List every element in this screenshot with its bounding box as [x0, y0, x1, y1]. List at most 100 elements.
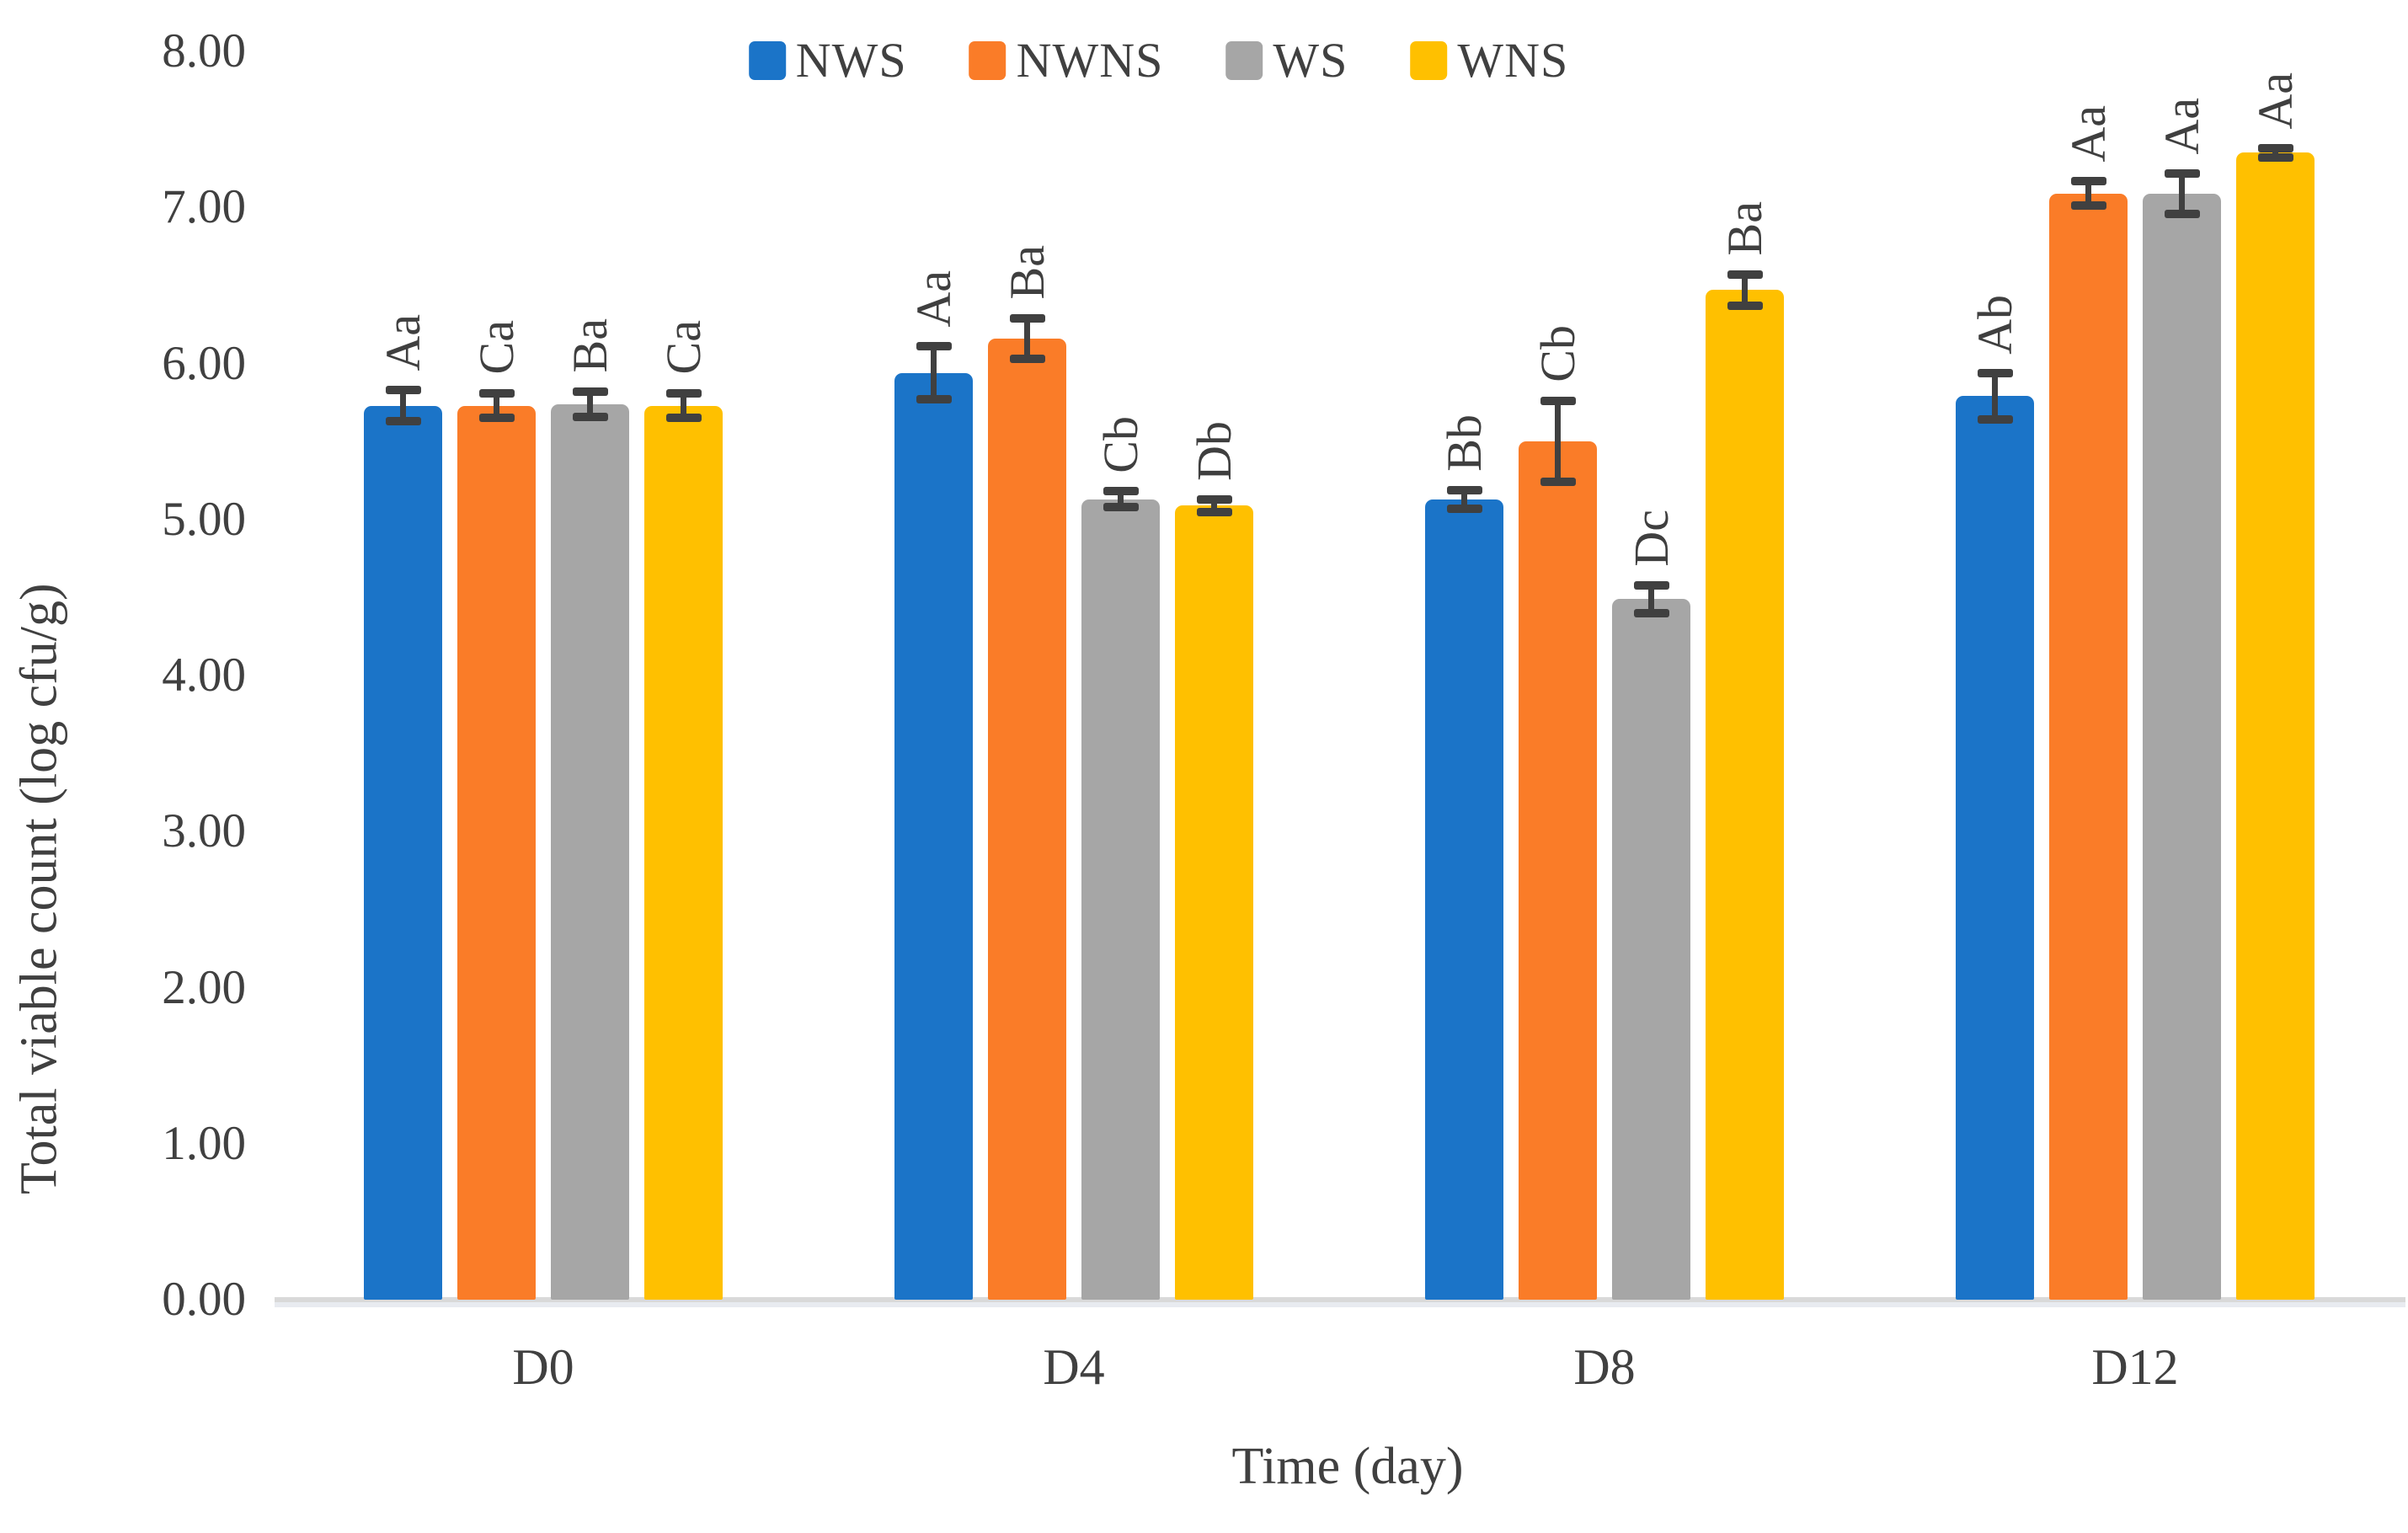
bar-WS-D4: [1081, 499, 1160, 1300]
error-bar-stem: [400, 390, 406, 422]
error-bar-cap: [1196, 507, 1232, 516]
bar-NWNS-D0: [457, 405, 536, 1300]
error-bar-cap: [572, 412, 608, 421]
legend-item-WS: WS: [1225, 32, 1348, 88]
error-bar-cap: [1633, 580, 1669, 590]
legend-item-WNS: WNS: [1410, 32, 1568, 88]
x-category-label-D8: D8: [1573, 1339, 1636, 1395]
error-bar-cap: [2164, 168, 2200, 178]
error-bar-cap: [2257, 143, 2293, 152]
error-bar-cap: [478, 414, 515, 423]
significance-letter-label: Db: [1186, 420, 1241, 481]
error-bar-stem: [1555, 400, 1561, 483]
error-bar-cap: [1446, 504, 1482, 513]
bar-WNS-D4: [1175, 505, 1253, 1300]
legend-item-NWNS: NWNS: [969, 32, 1164, 88]
x-category-label-D0: D0: [512, 1339, 574, 1395]
error-bar-cap: [385, 386, 421, 394]
x-category-label-D4: D4: [1043, 1339, 1105, 1395]
significance-letter-label: Aa: [2060, 105, 2116, 163]
bar-NWNS-D8: [1519, 441, 1597, 1300]
significance-letter-label: Cb: [1092, 415, 1148, 473]
significance-letter-label: Ba: [562, 318, 617, 373]
bar-NWNS-D4: [988, 338, 1066, 1300]
significance-letter-label: Bb: [1436, 414, 1492, 472]
error-bar-stem: [1024, 318, 1030, 359]
error-bar-cap: [1103, 487, 1139, 496]
error-bar-cap: [1727, 301, 1763, 310]
chart-legend: NWS NWNS WS WNS: [748, 32, 1569, 88]
y-tick-label: 5.00: [162, 492, 246, 546]
legend-item-NWS: NWS: [748, 32, 907, 88]
error-bar-cap: [1103, 502, 1139, 511]
error-bar-cap: [1540, 478, 1576, 487]
bar-NWS-D4: [894, 372, 973, 1300]
error-bar-cap: [916, 395, 952, 404]
legend-swatch-icon: [1410, 40, 1448, 80]
bar-WNS-D8: [1706, 290, 1784, 1300]
bar-WS-D8: [1612, 599, 1690, 1300]
error-bar-cap: [572, 387, 608, 396]
y-axis-title: Total viable count (log cfu/g): [10, 583, 68, 1194]
error-bar-stem: [1118, 491, 1124, 507]
y-tick-label: 0.00: [162, 1273, 246, 1326]
error-bar-cap: [1446, 485, 1482, 494]
error-bar-cap: [478, 388, 515, 398]
error-bar-cap: [1977, 368, 2013, 377]
error-bar-cap: [1196, 494, 1232, 504]
error-bar-cap: [665, 388, 702, 398]
y-tick-label: 4.00: [162, 649, 246, 702]
error-bar-stem: [494, 393, 499, 419]
significance-letter-label: Cb: [1530, 325, 1585, 382]
error-bar-stem: [931, 346, 937, 400]
error-bar-cap: [1009, 354, 1045, 363]
error-bar-cap: [1009, 313, 1045, 323]
y-tick-label: 7.00: [162, 180, 246, 234]
legend-swatch-icon: [748, 40, 786, 80]
error-bar-cap: [385, 417, 421, 426]
error-bar-stem: [1648, 585, 1654, 613]
bar-NWNS-D12: [2049, 193, 2128, 1300]
significance-letter-label: Aa: [905, 270, 961, 328]
error-bar-cap: [665, 414, 702, 423]
error-bar-stem: [1211, 499, 1217, 512]
legend-label: WNS: [1457, 33, 1569, 88]
error-bar-stem: [1742, 274, 1748, 306]
error-bar-stem: [1461, 489, 1467, 509]
error-bar-stem: [587, 391, 593, 417]
legend-label: NWS: [795, 33, 907, 88]
bar-NWS-D12: [1956, 396, 2034, 1300]
significance-letter-label: Aa: [2247, 72, 2303, 130]
error-bar-stem: [1992, 372, 1998, 420]
bar-WS-D0: [551, 403, 629, 1300]
y-tick-label: 6.00: [162, 336, 246, 390]
legend-label: NWNS: [1016, 33, 1164, 88]
error-bar-cap: [916, 342, 952, 351]
plot-area: Aa Ca Ba Ca Aa Ba Cb Db Bb Cb Dc Ba Ab Aa Aa Aa: [278, 51, 2400, 1300]
error-bar-cap: [1977, 415, 2013, 425]
bar-WNS-D12: [2236, 152, 2315, 1300]
error-bar-cap: [1540, 396, 1576, 405]
error-bar-cap: [2257, 152, 2293, 162]
error-bar-cap: [2164, 209, 2200, 218]
significance-letter-label: Ca: [468, 320, 524, 375]
error-bar-cap: [2070, 176, 2106, 185]
x-category-label-D12: D12: [2091, 1339, 2179, 1395]
y-tick-label: 1.00: [162, 1116, 246, 1170]
significance-letter-label: Aa: [375, 314, 430, 371]
y-tick-label: 3.00: [162, 804, 246, 858]
error-bar-cap: [1633, 608, 1669, 617]
legend-swatch-icon: [969, 40, 1006, 80]
error-bar-stem: [2085, 180, 2091, 206]
legend-label: WS: [1273, 33, 1348, 88]
error-bar-cap: [1727, 270, 1763, 279]
error-bar-stem: [2179, 173, 2185, 214]
significance-letter-label: Ba: [1717, 201, 1772, 256]
legend-swatch-icon: [1225, 40, 1263, 80]
x-axis-line: [275, 1297, 2405, 1302]
significance-letter-label: Aa: [2154, 97, 2209, 155]
error-bar-stem: [681, 393, 686, 419]
bar-WS-D12: [2143, 193, 2221, 1300]
significance-letter-label: Ca: [655, 320, 711, 375]
